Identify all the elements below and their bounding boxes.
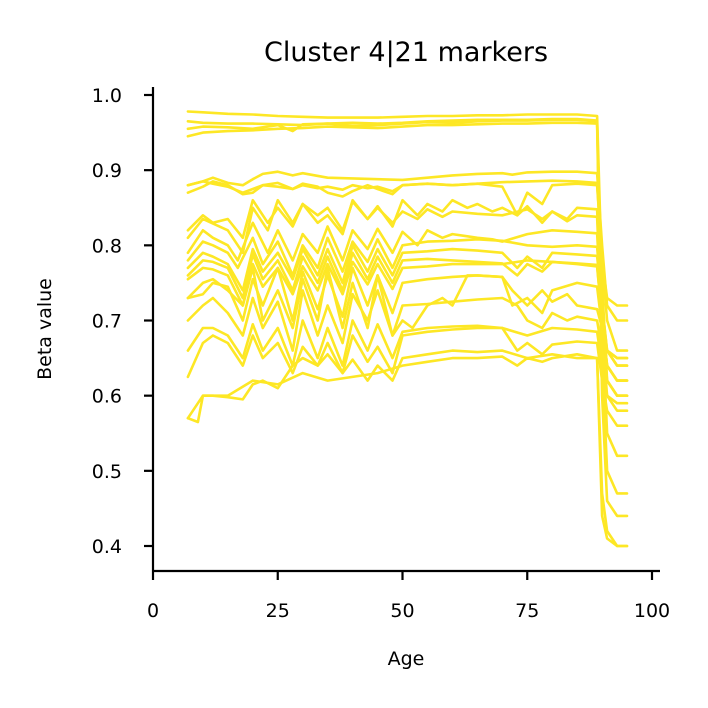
series-line-10 bbox=[186, 236, 629, 367]
series-line-6 bbox=[186, 180, 629, 352]
x-axis-ticks: 0 25 50 75 100 bbox=[147, 571, 670, 622]
y-tick-label: 0.6 bbox=[92, 386, 122, 408]
x-tick-label: 50 bbox=[390, 600, 414, 622]
y-tick-label: 0.9 bbox=[92, 160, 122, 182]
y-tick-label: 1.0 bbox=[92, 85, 122, 107]
series-line-8 bbox=[186, 198, 629, 405]
series-line-5 bbox=[186, 170, 629, 322]
series-line-3 bbox=[186, 118, 629, 495]
series-line-21 bbox=[186, 179, 629, 307]
y-tick-label: 0.7 bbox=[92, 311, 122, 333]
y-tick-label: 0.8 bbox=[92, 235, 122, 257]
series-line-17 bbox=[186, 319, 629, 413]
series-line-7 bbox=[186, 198, 629, 398]
x-tick-label: 0 bbox=[147, 600, 159, 622]
chart-title: Cluster 4|21 markers bbox=[264, 37, 548, 68]
series-line-11 bbox=[186, 244, 629, 367]
x-tick-label: 100 bbox=[634, 600, 670, 622]
x-tick-label: 25 bbox=[266, 600, 290, 622]
series-line-9 bbox=[186, 221, 629, 382]
y-axis-label: Beta value bbox=[34, 278, 56, 380]
series-line-16 bbox=[186, 289, 629, 398]
series-line-20 bbox=[186, 349, 629, 548]
x-axis-label: Age bbox=[388, 648, 425, 670]
x-tick-label: 75 bbox=[515, 600, 539, 622]
series-line-18 bbox=[186, 326, 629, 428]
y-axis-ticks: 0.4 0.5 0.6 0.7 0.8 0.9 1.0 bbox=[92, 85, 153, 558]
series-line-15 bbox=[186, 266, 629, 360]
series-lines bbox=[186, 110, 629, 548]
y-tick-label: 0.4 bbox=[92, 536, 122, 558]
y-tick-label: 0.5 bbox=[92, 461, 122, 483]
